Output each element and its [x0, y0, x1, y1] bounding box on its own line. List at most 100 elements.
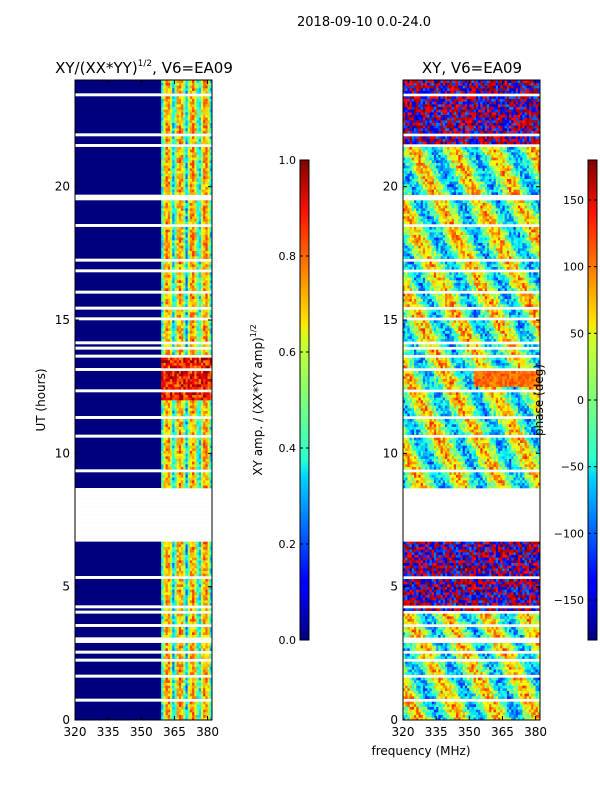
heatmap-cell: [405, 717, 408, 721]
heatmap-cell: [174, 293, 177, 297]
heatmap-cell: [174, 248, 177, 251]
heatmap-cell: [178, 688, 182, 691]
heatmap-cell: [207, 616, 211, 619]
heatmap-cell: [161, 344, 164, 347]
heatmap-cell: [178, 578, 182, 582]
heatmap-cell: [203, 154, 206, 158]
heatmap-cell: [183, 634, 186, 638]
heatmap-cell: [172, 453, 175, 457]
heatmap-cell: [183, 584, 186, 587]
heatmap-cell: [209, 165, 213, 169]
heatmap-cell: [194, 101, 197, 105]
heatmap-cell: [165, 136, 169, 139]
heatmap-cell: [203, 184, 206, 187]
heatmap-cell: [207, 709, 211, 713]
heatmap-cell: [200, 120, 204, 123]
heatmap-cell: [207, 482, 211, 486]
heatmap-cell: [165, 344, 169, 347]
heatmap-cell: [207, 597, 211, 601]
heatmap-cell: [172, 344, 175, 347]
heatmap-cell: [192, 397, 195, 401]
heatmap-cell: [181, 680, 184, 683]
heatmap-cell: [165, 378, 169, 382]
heatmap-cell: [192, 242, 195, 246]
heatmap-cell: [486, 717, 490, 721]
heatmap-cell: [181, 240, 184, 243]
heatmap-cell: [181, 168, 184, 171]
heatmap-cell: [178, 122, 182, 126]
heatmap-cell: [473, 701, 477, 705]
heatmap-cell: [176, 85, 180, 89]
heatmap-cell: [181, 386, 184, 390]
heatmap-cell: [185, 208, 188, 211]
heatmap-cell: [176, 141, 180, 145]
heatmap-cell: [189, 200, 193, 203]
heatmap-cell: [161, 482, 164, 486]
heatmap-cell: [192, 285, 195, 289]
heatmap-cell: [192, 680, 195, 683]
heatmap-cell: [209, 232, 213, 235]
heatmap-cell: [207, 544, 211, 547]
heatmap-cell: [178, 549, 182, 553]
heatmap-cell: [189, 90, 193, 94]
heatmap-cell: [172, 192, 175, 195]
heatmap-cell: [194, 210, 197, 214]
heatmap-cell: [181, 666, 184, 670]
heatmap-cell: [170, 186, 173, 190]
heatmap-cell: [161, 384, 164, 387]
heatmap-cell: [181, 285, 184, 289]
heatmap-cell: [209, 400, 213, 403]
heatmap-cell: [176, 226, 180, 230]
heatmap-cell: [431, 706, 435, 710]
heatmap-cell: [185, 584, 188, 587]
heatmap-cell: [196, 386, 200, 390]
heatmap-cell: [161, 418, 164, 422]
heatmap-cell: [192, 98, 195, 102]
heatmap-cell: [409, 701, 413, 705]
heatmap-cell: [189, 226, 193, 230]
heatmap-cell: [506, 701, 510, 705]
heatmap-cell: [165, 405, 169, 409]
heatmap-cell: [185, 688, 188, 691]
heatmap-cell: [183, 381, 186, 385]
heatmap-cell: [165, 336, 169, 339]
heatmap-cell: [165, 386, 169, 390]
heatmap-cell: [194, 424, 197, 427]
heatmap-cell: [176, 210, 180, 214]
heatmap-cell: [203, 424, 206, 427]
heatmap-cell: [189, 378, 193, 382]
heatmap-cell: [181, 424, 184, 427]
heatmap-cell: [189, 448, 193, 451]
heatmap-cell: [172, 173, 175, 177]
heatmap-cell: [517, 696, 521, 699]
heatmap-cell: [203, 597, 206, 601]
heatmap-cell: [181, 682, 184, 686]
heatmap-cell: [196, 450, 200, 454]
heatmap-cell: [515, 706, 519, 710]
heatmap-cell: [462, 704, 466, 707]
heatmap-cell: [209, 117, 213, 121]
heatmap-cell: [194, 322, 197, 326]
heatmap-cell: [174, 274, 177, 278]
heatmap-cell: [167, 629, 171, 633]
heatmap-cell: [174, 613, 177, 617]
heatmap-cell: [192, 448, 195, 451]
heatmap-cell: [187, 162, 191, 166]
heatmap-cell: [203, 85, 206, 89]
heatmap-cell: [192, 546, 195, 550]
heatmap-cell: [185, 154, 188, 158]
heatmap-cell: [194, 634, 197, 638]
heatmap-cell: [165, 453, 169, 457]
heatmap-cell: [174, 589, 177, 593]
heatmap-cell: [161, 210, 164, 214]
heatmap-cell: [167, 645, 171, 649]
heatmap-cell: [172, 376, 175, 379]
heatmap-cell: [520, 701, 523, 705]
heatmap-cell: [187, 666, 191, 670]
heatmap-cell: [482, 701, 486, 705]
heatmap-cell: [196, 544, 200, 547]
heatmap-cell: [196, 312, 200, 315]
heatmap-cell: [176, 448, 180, 451]
heatmap-cell: [471, 717, 475, 721]
heatmap-cell: [174, 154, 177, 158]
